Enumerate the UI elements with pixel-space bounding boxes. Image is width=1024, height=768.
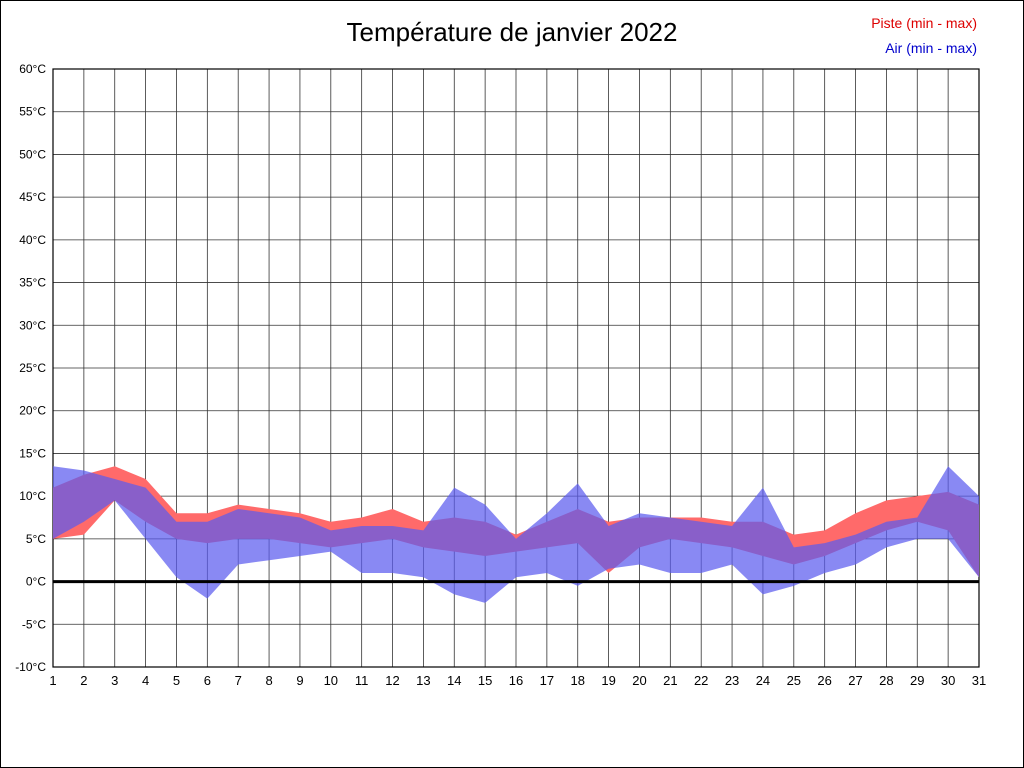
x-tick-label: 24	[756, 673, 770, 688]
x-tick-label: 18	[570, 673, 584, 688]
legend-piste-label: Piste (min - max)	[871, 15, 977, 31]
x-tick-label: 31	[972, 673, 986, 688]
x-tick-label: 23	[725, 673, 739, 688]
chart-title: Température de janvier 2022	[346, 17, 678, 47]
y-tick-label: 60°C	[19, 62, 46, 76]
x-tick-label: 5	[173, 673, 180, 688]
y-tick-label: 20°C	[19, 404, 46, 418]
plot-border	[52, 68, 980, 668]
y-tick-label: 5°C	[26, 532, 46, 546]
x-tick-label: 26	[817, 673, 831, 688]
x-tick-label: 20	[632, 673, 646, 688]
x-tick-label: 25	[787, 673, 801, 688]
y-tick-label: 30°C	[19, 318, 46, 332]
y-tick-label: 15°C	[19, 446, 46, 460]
x-tick-label: 17	[540, 673, 554, 688]
x-tick-label: 16	[509, 673, 523, 688]
x-tick-label: 10	[324, 673, 338, 688]
y-tick-label: -10°C	[15, 660, 46, 674]
legend-air-label: Air (min - max)	[885, 39, 977, 56]
x-tick-label: 29	[910, 673, 924, 688]
x-tick-label: 14	[447, 673, 461, 688]
x-tick-label: 6	[204, 673, 211, 688]
air-band	[53, 466, 979, 603]
x-tick-label: 19	[601, 673, 615, 688]
y-tick-label: 45°C	[19, 190, 46, 204]
y-tick-label: 55°C	[19, 105, 46, 119]
x-tick-label: 21	[663, 673, 677, 688]
x-tick-label: 8	[265, 673, 272, 688]
x-tick-label: 11	[355, 673, 369, 688]
x-tick-label: 27	[848, 673, 862, 688]
y-tick-label: 25°C	[19, 361, 46, 375]
x-tick-label: 2	[80, 673, 87, 688]
y-tick-label: 35°C	[19, 276, 46, 290]
x-tick-label: 15	[478, 673, 492, 688]
chart-legend: Piste (min - max) Air (min - max)	[871, 11, 977, 60]
x-tick-label: 7	[235, 673, 242, 688]
x-tick-label: 28	[879, 673, 893, 688]
x-tick-label: 30	[941, 673, 955, 688]
y-tick-label: 10°C	[19, 489, 46, 503]
x-tick-label: 1	[49, 673, 56, 688]
x-tick-label: 9	[296, 673, 303, 688]
x-tick-label: 4	[142, 673, 149, 688]
y-tick-label: 0°C	[26, 575, 46, 589]
y-tick-label: 50°C	[19, 147, 46, 161]
x-tick-label: 13	[416, 673, 430, 688]
x-tick-label: 12	[385, 673, 399, 688]
y-tick-label: 40°C	[19, 233, 46, 247]
x-tick-label: 3	[111, 673, 118, 688]
x-tick-label: 22	[694, 673, 708, 688]
y-tick-label: -5°C	[22, 617, 46, 631]
